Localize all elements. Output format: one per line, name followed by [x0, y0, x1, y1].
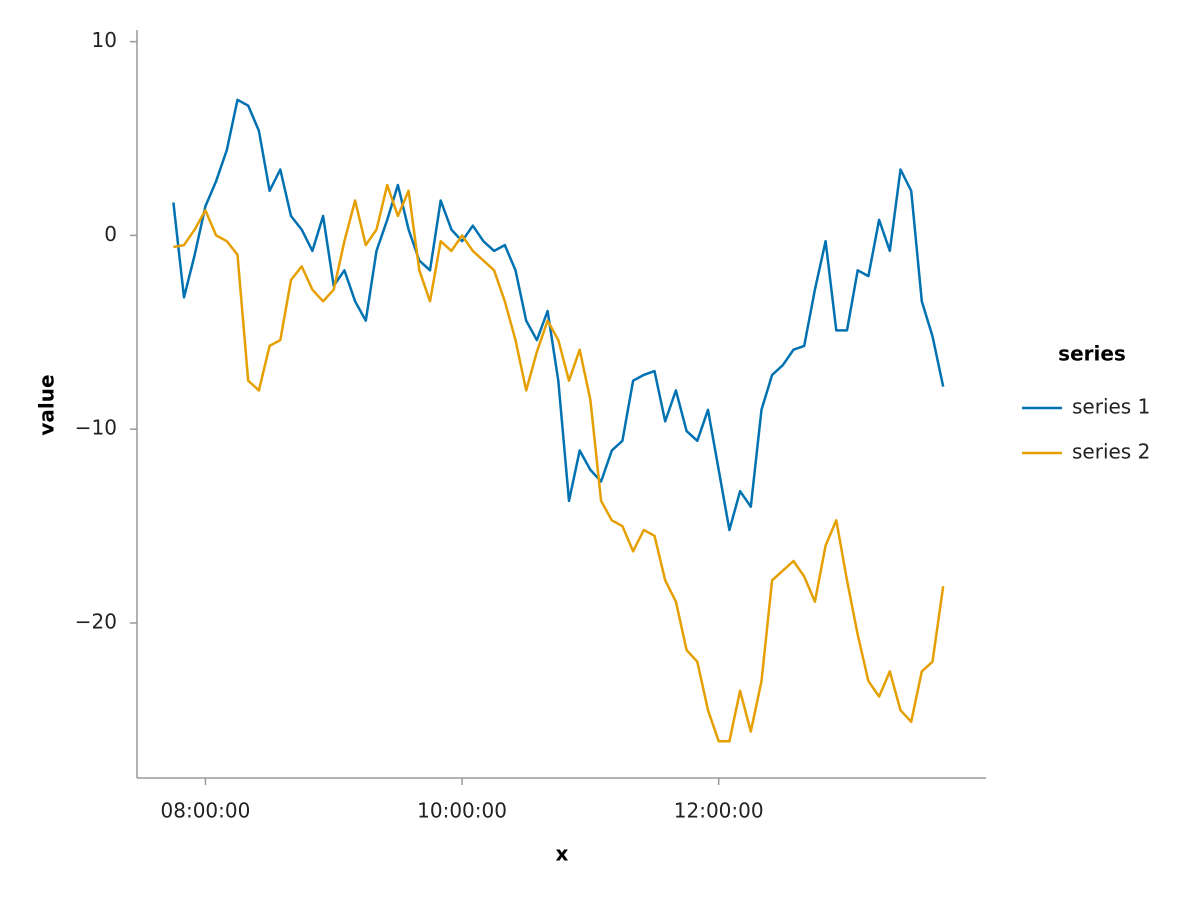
x-axis-label: x — [556, 842, 569, 866]
y-tick-label: −20 — [75, 609, 117, 633]
x-tick-label: 08:00:00 — [161, 799, 251, 823]
legend-label: series 2 — [1072, 440, 1150, 464]
y-axis-label: value — [35, 374, 59, 435]
y-tick-label: −10 — [75, 416, 117, 440]
legend-title: series — [1058, 342, 1126, 366]
line-series — [173, 183, 945, 743]
legend-label: series 1 — [1072, 395, 1150, 419]
y-tick-label: 0 — [104, 222, 117, 246]
y-tick-label: 10 — [92, 28, 117, 52]
line-series — [172, 98, 945, 532]
x-tick-label: 10:00:00 — [417, 799, 507, 823]
x-tick-label: 12:00:00 — [674, 799, 764, 823]
